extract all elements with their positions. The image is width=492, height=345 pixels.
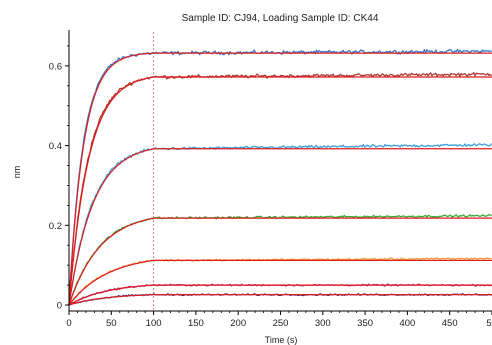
trace-series-2 bbox=[68, 71, 492, 306]
y-axis-label: nm bbox=[12, 166, 22, 179]
x-tick-label: 250 bbox=[273, 318, 289, 329]
y-axis-ticks: 0 0.2 0.4 0.6 bbox=[49, 45, 69, 312]
fit-curve-6 bbox=[68, 284, 492, 306]
x-tick-label: 450 bbox=[442, 318, 458, 329]
trace-series-1 bbox=[68, 48, 492, 305]
x-tick-label: 50 bbox=[106, 318, 117, 329]
chart-title: Sample ID: CJ94, Loading Sample ID: CK44 bbox=[182, 13, 379, 24]
x-tick-label: 300 bbox=[315, 318, 331, 329]
fit-curve-3 bbox=[68, 148, 492, 306]
trace-series-5 bbox=[68, 257, 492, 306]
plot-area bbox=[68, 32, 492, 311]
y-tick-label: 0 bbox=[57, 301, 62, 312]
y-tick-label: 0.2 bbox=[49, 221, 62, 232]
x-tick-label: 100 bbox=[146, 318, 162, 329]
x-tick-label: 0 bbox=[66, 318, 71, 329]
fit-curve-7 bbox=[68, 294, 492, 306]
x-axis-ticks: 0 50 100 150 200 250 300 350 400 450 5 bbox=[66, 311, 492, 329]
x-tick-label: 5 bbox=[486, 318, 491, 329]
measured-traces bbox=[68, 48, 492, 306]
fit-curve-4 bbox=[68, 217, 492, 306]
x-tick-label: 350 bbox=[357, 318, 373, 329]
fit-curve-1 bbox=[68, 52, 492, 306]
x-axis-label: Time (s) bbox=[265, 335, 298, 345]
x-tick-label: 400 bbox=[399, 318, 415, 329]
x-tick-label: 150 bbox=[188, 318, 204, 329]
fit-curves bbox=[68, 52, 492, 306]
fit-curve-5 bbox=[68, 259, 492, 306]
y-tick-label: 0.6 bbox=[49, 61, 62, 72]
axes bbox=[68, 30, 492, 312]
fit-curve-2 bbox=[68, 76, 492, 306]
x-tick-label: 200 bbox=[230, 318, 246, 329]
y-tick-label: 0.4 bbox=[49, 141, 62, 152]
